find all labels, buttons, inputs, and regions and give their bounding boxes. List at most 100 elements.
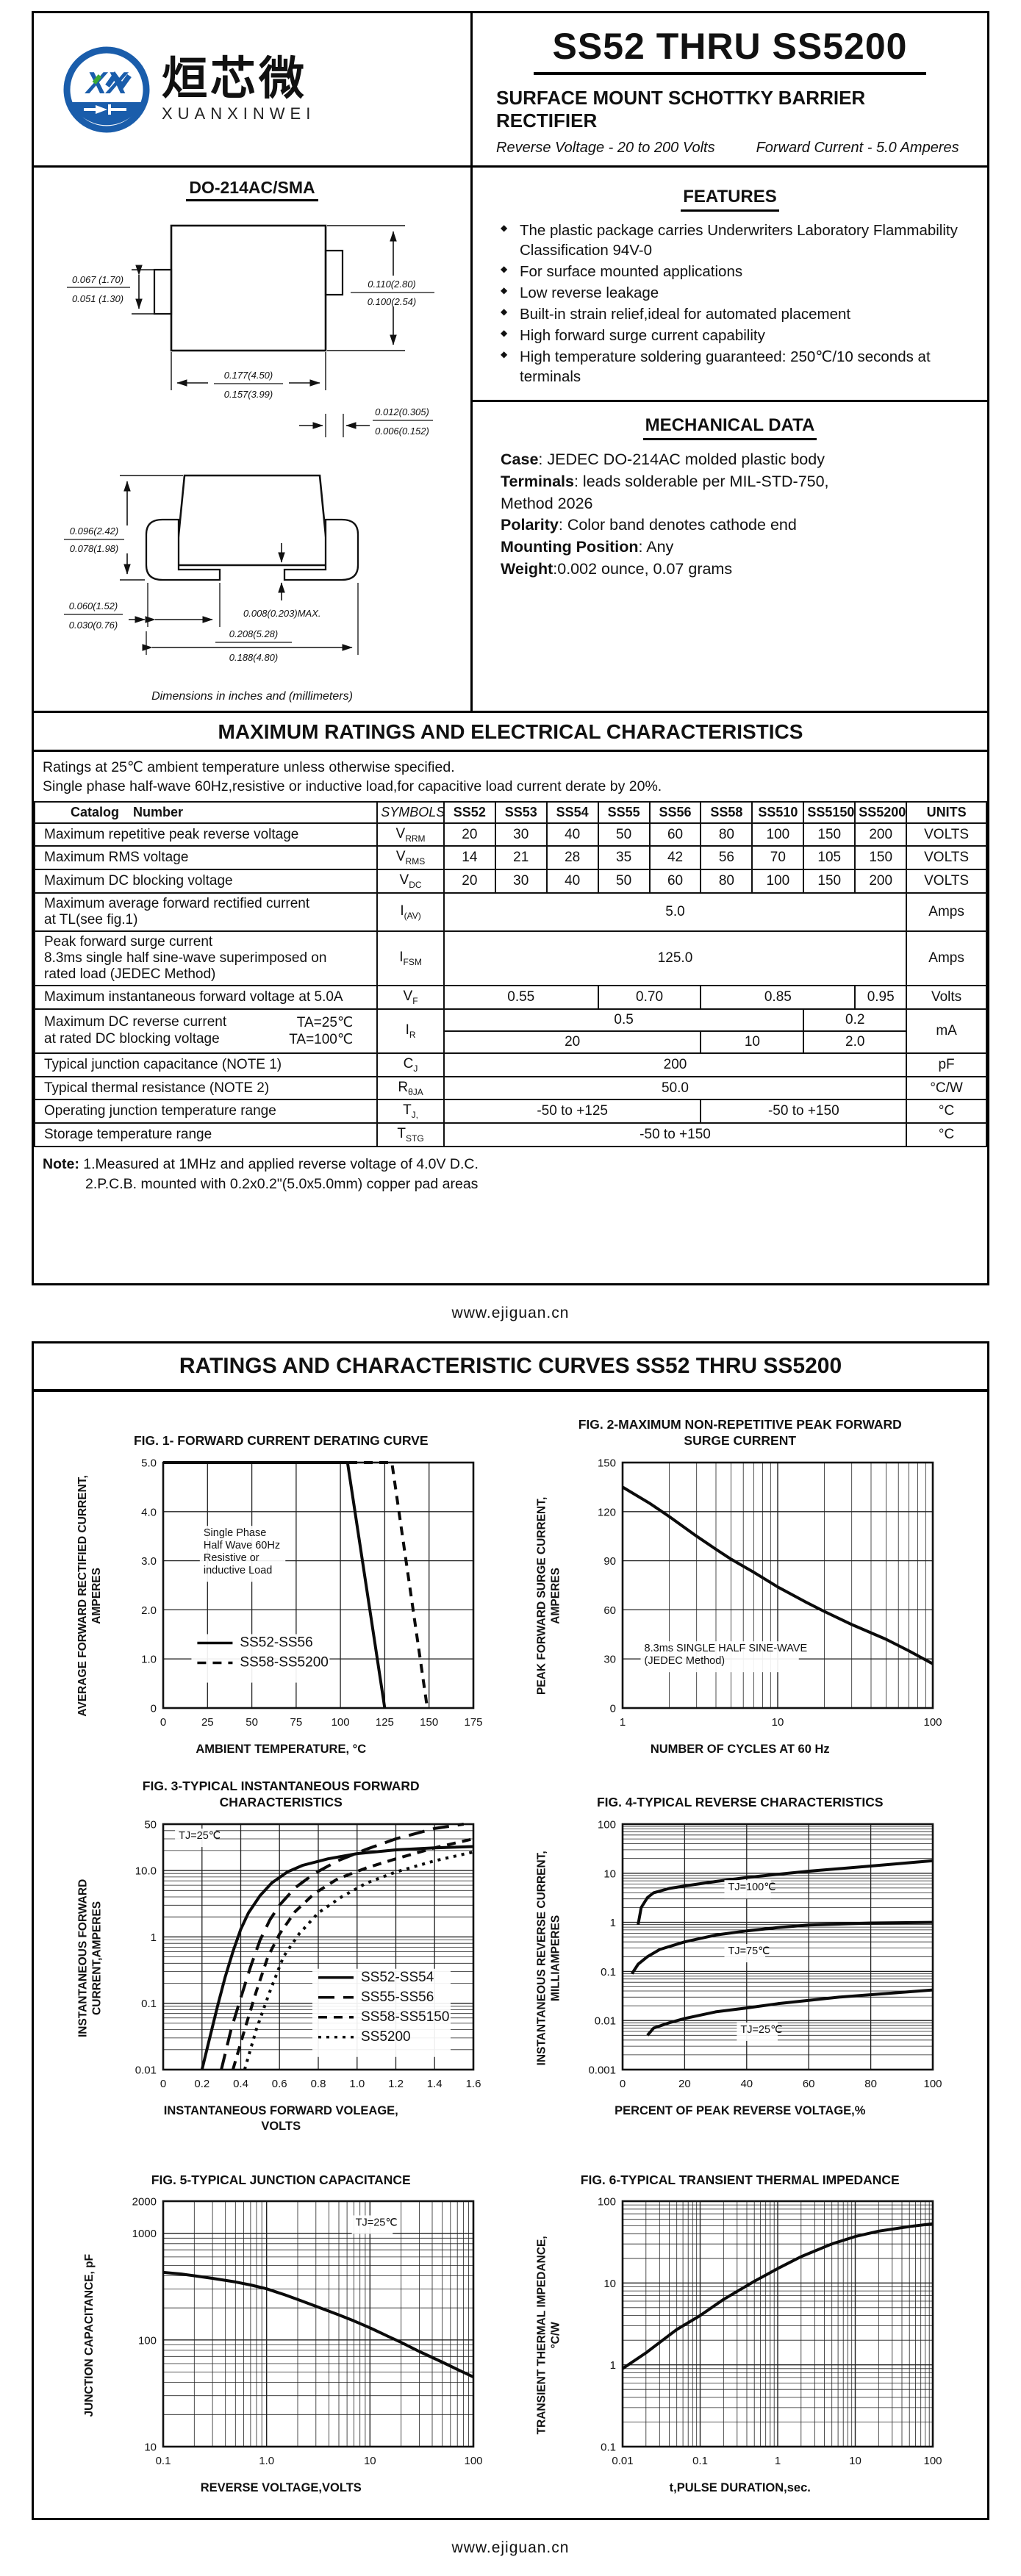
col-device: SS510	[751, 800, 805, 824]
fig2-y-axis-label: PEAK FORWARD SURGE CURRENT, AMPERES	[535, 1496, 562, 1696]
figure-1-forward-current-derating: FIG. 1- FORWARD CURRENT DERATING CURVE A…	[54, 1417, 508, 1757]
dim-foot-length-mm: 0.030(0.76)	[69, 620, 118, 631]
svg-text:Single Phase: Single Phase	[204, 1527, 266, 1539]
table-row-ir-100c: 20 10 2.0	[35, 1030, 986, 1054]
package-top-view-drawing: 0.067 (1.70) 0.051 (1.30) 0.110(2.80) 0.…	[67, 224, 434, 437]
header: XX 烜芯微 XUANXINWEI SS52 THRU SS5200 SURFA…	[34, 13, 987, 168]
svg-text:2.0: 2.0	[141, 1604, 157, 1616]
svg-text:5.0: 5.0	[141, 1457, 157, 1469]
svg-text:0.1: 0.1	[141, 1998, 157, 2010]
svg-text:SS55-SS56: SS55-SS56	[361, 1990, 434, 2005]
dim-tab-thickness-in: 0.012(0.305)	[375, 406, 429, 417]
col-device: SS56	[648, 800, 702, 824]
fig6-x-axis-label: t,PULSE DURATION,sec.	[669, 2481, 811, 2495]
svg-text:1000: 1000	[132, 2228, 157, 2241]
svg-text:4.0: 4.0	[141, 1506, 157, 1518]
figure-3-forward-characteristics: FIG. 3-TYPICAL INSTANTANEOUS FORWARD CHAR…	[54, 1779, 508, 2134]
fig5-y-axis-label: JUNCTION CAPACITANCE, pF	[83, 2253, 96, 2417]
svg-text:175: 175	[465, 1716, 483, 1729]
ratings-conditions: Ratings at 25℃ ambient temperature unles…	[43, 759, 662, 795]
company-logo: XX 烜芯微 XUANXINWEI	[34, 13, 473, 165]
table-row-vf: Maximum instantaneous forward voltage at…	[33, 985, 987, 1010]
svg-text:100: 100	[923, 2078, 942, 2090]
col-device: SS53	[494, 800, 548, 824]
fig2-x-axis-label: NUMBER OF CYCLES AT 60 Hz	[650, 1742, 830, 1756]
col-device: SS54	[545, 800, 599, 824]
svg-text:0: 0	[620, 2078, 626, 2090]
svg-text:Half Wave 60Hz: Half Wave 60Hz	[204, 1540, 280, 1551]
svg-text:1.4: 1.4	[427, 2078, 443, 2090]
svg-text:100: 100	[465, 2455, 483, 2467]
col-units: UNITS	[906, 800, 987, 824]
svg-text:100: 100	[332, 1716, 350, 1729]
svg-text:1.0: 1.0	[141, 1653, 157, 1665]
dim-tab-height-mm: 0.051 (1.30)	[72, 293, 123, 304]
svg-text:90: 90	[603, 1555, 616, 1568]
part-number-title: SS52 THRU SS5200	[533, 25, 927, 75]
svg-text:0.01: 0.01	[612, 2455, 633, 2467]
svg-text:0.2: 0.2	[195, 2078, 210, 2090]
svg-text:TJ=100℃: TJ=100℃	[728, 1881, 775, 1893]
fig4-plot: 0 20 40 60 80 100 0.001 0.01 0.1 1 10 100 TJ=100℃ TJ=…	[588, 1819, 942, 2091]
table-row-vrms: Maximum RMS voltage VRMS 14 21 28 35 42 56 …	[33, 845, 987, 871]
svg-text:10: 10	[364, 2455, 376, 2467]
svg-text:60: 60	[603, 1604, 616, 1616]
svg-text:100: 100	[923, 2455, 942, 2467]
ratings-tagline: Reverse Voltage - 20 to 200 Volts Forwar…	[492, 140, 968, 157]
svg-text:10: 10	[603, 2278, 616, 2290]
ratings-section-heading: MAXIMUM RATINGS AND ELECTRICAL CHARACTER…	[34, 713, 987, 752]
svg-text:0.01: 0.01	[135, 2064, 157, 2077]
svg-text:0.1: 0.1	[601, 1966, 616, 1978]
dim-body-height-mm: 0.100(2.54)	[368, 296, 417, 307]
svg-text:TJ=25℃: TJ=25℃	[179, 1830, 221, 1842]
svg-text:SS52-SS56: SS52-SS56	[240, 1635, 313, 1650]
figure-6-transient-thermal-impedance: FIG. 6-TYPICAL TRANSIENT THERMAL IMPEDAN…	[514, 2156, 967, 2496]
svg-text:SS5200: SS5200	[361, 2029, 411, 2045]
svg-text:120: 120	[598, 1506, 616, 1518]
svg-text:1.2: 1.2	[388, 2078, 404, 2090]
svg-text:SS52-SS54: SS52-SS54	[361, 1970, 434, 1985]
fig6-y-axis-label: TRANSIENT THERMAL IMPEDANCE, °C/W	[535, 2236, 562, 2435]
svg-text:10: 10	[603, 1868, 616, 1881]
website-url: www.ejiguan.cn	[451, 2539, 570, 2557]
svg-text:0: 0	[609, 1702, 615, 1715]
svg-text:Resistive or: Resistive or	[204, 1552, 259, 1564]
dim-body-height-in: 0.110(2.80)	[368, 279, 416, 290]
svg-text:100: 100	[138, 2335, 157, 2347]
figure-4-reverse-characteristics: FIG. 4-TYPICAL REVERSE CHARACTERISTICS I…	[514, 1779, 967, 2134]
device-type-subtitle: SURFACE MOUNT SCHOTTKY BARRIER RECTIFIER	[496, 87, 866, 132]
table-row-ifsm: Peak forward surge current 8.3ms single h…	[33, 930, 987, 987]
dim-foot-length-in: 0.060(1.52)	[69, 600, 118, 611]
svg-text:0.001: 0.001	[588, 2064, 616, 2077]
features-list: The plastic package carries Underwriters…	[493, 220, 967, 387]
package-drawing-column: DO-214AC/SMA 0.067 (1.70) 0.051 (1.30)	[34, 168, 473, 711]
svg-text:125: 125	[376, 1716, 394, 1729]
svg-text:60: 60	[803, 2078, 815, 2090]
website-url: www.ejiguan.cn	[451, 1304, 570, 1321]
datasheet-page-2: RATINGS AND CHARACTERISTIC CURVES SS52 T…	[32, 1341, 989, 2521]
figures-grid: FIG. 1- FORWARD CURRENT DERATING CURVE A…	[34, 1392, 987, 2519]
dim-overall-width-mm: 0.188(4.80)	[229, 652, 279, 663]
fig5-x-axis-label: REVERSE VOLTAGE,VOLTS	[200, 2481, 362, 2495]
dimensions-caption: Dimensions in inches and (millimeters)	[151, 690, 353, 703]
col-device: SS55	[597, 800, 651, 824]
svg-text:inductive Load: inductive Load	[204, 1565, 273, 1576]
svg-text:0.1: 0.1	[601, 2442, 616, 2454]
svg-text:150: 150	[420, 1716, 438, 1729]
table-row-rthja: Typical thermal resistance (NOTE 2) RθJA…	[33, 1075, 987, 1101]
package-side-view-drawing: 0.096(2.42) 0.078(1.98) 0.060(1.52) 0.03…	[64, 474, 359, 663]
fig5-plot: 0.1 1.0 10 100 10 100 1000 2000 TJ=25℃	[132, 2196, 483, 2468]
svg-text:TJ=25℃: TJ=25℃	[356, 2217, 398, 2229]
company-name-cn: 烜芯微	[162, 53, 308, 104]
svg-text:SS58-SS5150: SS58-SS5150	[361, 2009, 449, 2025]
dim-side-height-in: 0.096(2.42)	[70, 525, 119, 537]
dim-standoff: 0.008(0.203)MAX.	[243, 608, 321, 619]
svg-text:0: 0	[151, 1702, 157, 1715]
svg-text:0.8: 0.8	[311, 2078, 326, 2090]
svg-text:10: 10	[849, 2455, 861, 2467]
table-row-vdc: Maximum DC blocking voltage VDC 20 30 40 5…	[33, 869, 987, 894]
svg-text:0.1: 0.1	[692, 2455, 708, 2467]
figure-5-junction-capacitance: FIG. 5-TYPICAL JUNCTION CAPACITANCE JUNC…	[54, 2156, 508, 2496]
fig3-x-axis-label: INSTANTANEOUS FORWARD VOLEAGE, VOLTS	[163, 2104, 398, 2133]
fig1-x-axis-label: AMBIENT TEMPERATURE, °C	[196, 1742, 367, 1756]
